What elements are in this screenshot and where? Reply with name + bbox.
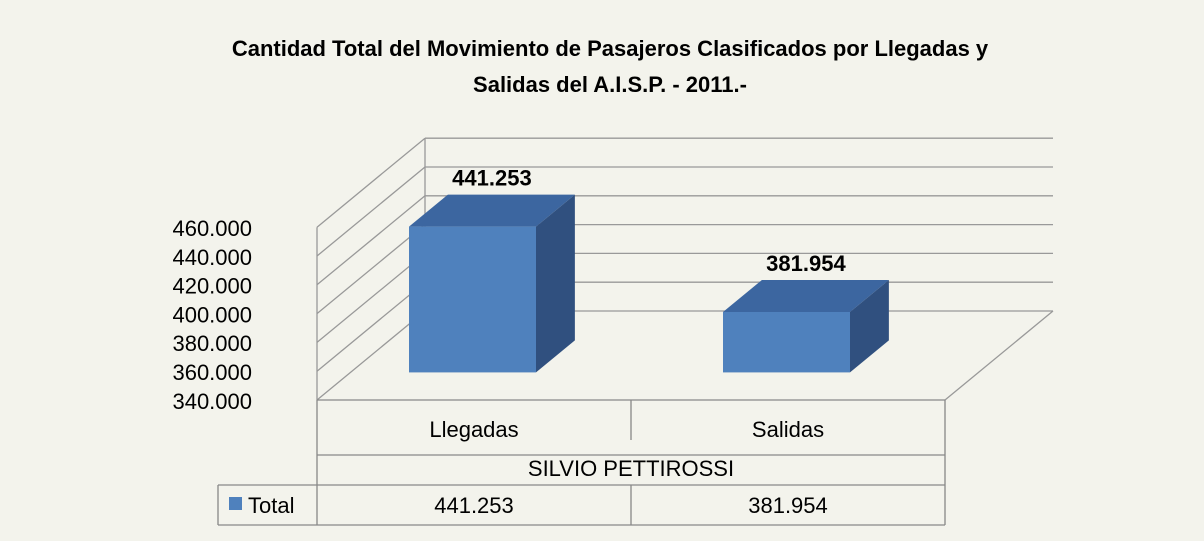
legend-swatch [229, 497, 242, 510]
legend-label: Total [248, 493, 294, 518]
floor-line [944, 310, 1054, 401]
table-cell: 441.253 [434, 493, 514, 518]
wall-grid-line [316, 252, 426, 343]
wall-grid-line [316, 195, 426, 286]
y-tick-label: 420.000 [172, 274, 252, 299]
y-tick-label: 360.000 [172, 360, 252, 385]
data-label: 441.253 [452, 165, 532, 190]
wall-grid-line [316, 137, 426, 228]
y-tick-label: 440.000 [172, 245, 252, 270]
chart-subtitle: Salidas del A.I.S.P. - 2011.- [473, 72, 747, 97]
bar-top [723, 279, 889, 312]
wall-grid-line [316, 281, 426, 372]
data-label: 381.954 [766, 251, 846, 276]
wall-grid-line [316, 224, 426, 315]
bar-side [536, 194, 575, 373]
y-tick-label: 460.000 [172, 216, 252, 241]
bar-side [850, 279, 889, 373]
wall-grid-line [316, 310, 426, 401]
group-label: SILVIO PETTIROSSI [528, 456, 734, 481]
y-tick-label: 380.000 [172, 331, 252, 356]
y-tick-label: 340.000 [172, 389, 252, 414]
wall-grid-line [316, 166, 426, 257]
chart-title: Cantidad Total del Movimiento de Pasajer… [232, 36, 989, 61]
bar [409, 226, 536, 373]
y-tick-label: 400.000 [172, 302, 252, 327]
table-cell: 381.954 [748, 493, 828, 518]
x-tick-label: Salidas [752, 417, 824, 442]
bar [723, 311, 850, 373]
bar-top [409, 194, 575, 227]
x-tick-label: Llegadas [429, 417, 518, 442]
